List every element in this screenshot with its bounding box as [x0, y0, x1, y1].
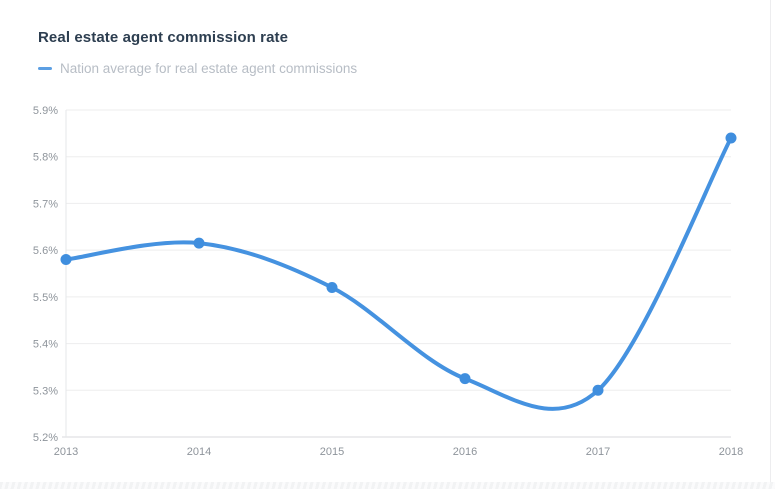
- x-axis-tick-label: 2014: [187, 446, 211, 458]
- x-axis-tick-label: 2017: [586, 446, 610, 458]
- x-axis-tick-label: 2016: [453, 446, 477, 458]
- y-axis-tick-label: 5.3%: [33, 385, 58, 397]
- legend-item[interactable]: Nation average for real estate agent com…: [38, 61, 357, 76]
- x-axis-tick-label: 2018: [719, 446, 743, 458]
- x-axis-tick-label: 2015: [320, 446, 344, 458]
- y-axis-tick-label: 5.5%: [33, 292, 58, 304]
- y-axis-tick-label: 5.4%: [33, 339, 58, 351]
- data-point[interactable]: [326, 282, 338, 294]
- y-axis-tick-label: 5.2%: [33, 432, 58, 444]
- legend-line-marker-icon: [38, 67, 52, 70]
- y-axis-tick-label: 5.9%: [33, 105, 58, 117]
- data-point[interactable]: [193, 237, 205, 249]
- y-axis-tick-label: 5.8%: [33, 152, 58, 164]
- data-point[interactable]: [459, 373, 471, 385]
- bottom-edge-pattern: [0, 482, 775, 489]
- legend-label: Nation average for real estate agent com…: [60, 61, 358, 76]
- series-line: [64, 136, 733, 411]
- y-axis-tick-label: 5.7%: [33, 198, 58, 210]
- data-point[interactable]: [725, 132, 737, 144]
- data-point[interactable]: [592, 384, 604, 396]
- y-axis-tick-label: 5.6%: [33, 245, 58, 257]
- chart-title: Real estate agent commission rate: [38, 29, 289, 46]
- x-axis-tick-label: 2013: [54, 446, 78, 458]
- data-point[interactable]: [60, 253, 72, 265]
- right-edge-border: [770, 0, 771, 489]
